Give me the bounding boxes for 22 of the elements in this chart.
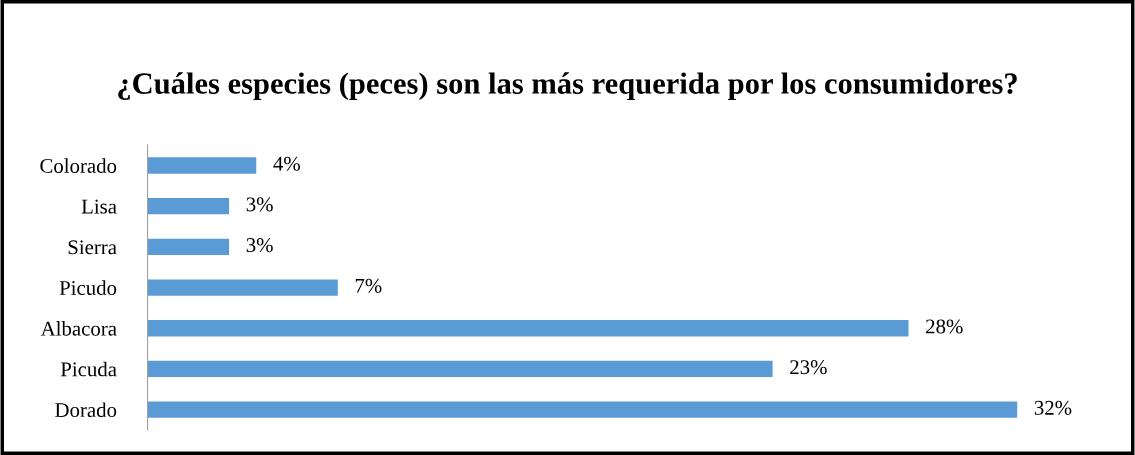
bar <box>147 157 257 174</box>
y-tick-label: Picudo <box>59 280 117 295</box>
bar <box>147 401 1018 418</box>
data-label: 7% <box>355 278 382 293</box>
data-label: 4% <box>273 156 300 171</box>
bar <box>147 238 230 256</box>
bar <box>147 279 338 296</box>
y-tick-label: Albacora <box>40 321 117 336</box>
data-label: 32% <box>1034 400 1072 415</box>
data-label: 3% <box>246 197 273 212</box>
y-tick-label: Lisa <box>81 199 117 214</box>
chart-title: ¿Cuáles especies (peces) son las más requerida por los consumidores? <box>118 72 1017 101</box>
data-label: 3% <box>246 238 273 253</box>
data-label: 28% <box>926 319 963 334</box>
data-label: 23% <box>790 360 827 375</box>
y-tick-label: Colorado <box>40 158 117 173</box>
y-tick-label: Dorado <box>55 402 117 418</box>
bar <box>147 360 773 378</box>
y-tick-label: Sierra <box>68 240 117 255</box>
y-tick-label: Picuda <box>60 361 117 377</box>
bar <box>147 198 230 215</box>
bar <box>147 320 909 337</box>
